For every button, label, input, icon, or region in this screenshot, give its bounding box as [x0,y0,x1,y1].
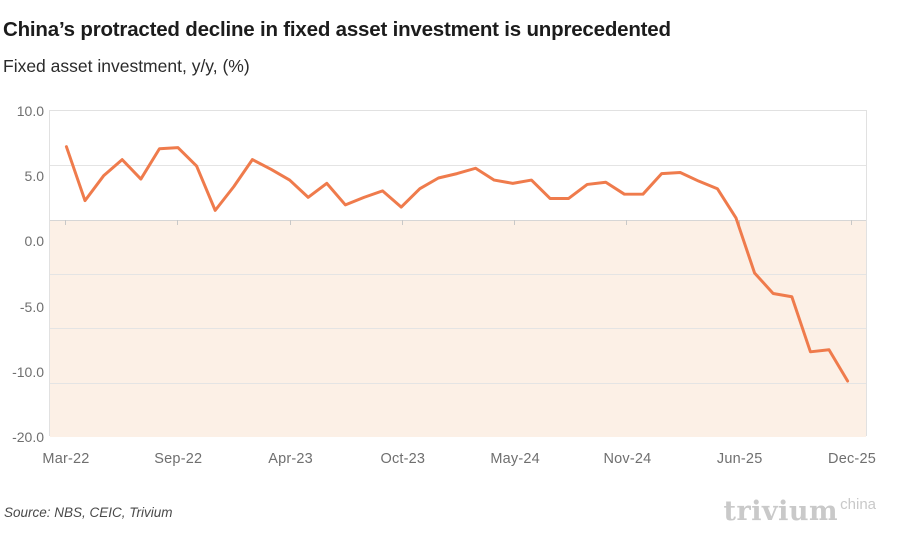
x-axis-tick [289,219,291,225]
x-axis-tick [514,219,516,225]
x-axis-label: Jun-25 [716,451,763,467]
x-axis-label: Sep-22 [154,451,203,467]
trivium-logo: trivium china [724,496,876,527]
x-axis-label: Apr-23 [268,451,313,467]
series-line-svg [64,145,850,383]
gridline [50,382,866,384]
x-axis-tick [738,219,740,225]
x-axis-label: May-24 [490,451,540,467]
gridline [50,328,866,330]
negative-region-shade [50,219,866,437]
x-axis-tick [65,219,66,225]
logo-superscript: china [840,496,876,513]
gridline [50,165,866,167]
y-axis-label: -10.0 [12,363,44,380]
source-note: Source: NBS, CEIC, Trivium [4,505,173,520]
x-axis-labels: Mar-22 Sep-22 Apr-23 Oct-23 May-24 Nov-24 Jun-… [42,451,875,469]
zero-gridline [50,219,866,221]
y-axis-label: -20.0 [12,429,44,445]
y-axis-label: 0.0 [24,233,44,250]
x-axis-label: Mar-22 [42,451,90,467]
y-axis-label: 10.0 [16,103,44,119]
x-axis-tick [401,219,403,225]
x-axis-tick [177,219,179,225]
gridline [50,274,866,275]
y-axis-label: 5.0 [24,168,44,185]
x-axis-label: Oct-23 [380,451,426,467]
chart-subtitle: Fixed asset investment, y/y, (%) [3,56,250,76]
y-axis-labels: 10.0 5.0 0.0 -5.0 -10.0 -20.0 [0,103,44,445]
chart-title: China’s protracted decline in fixed asse… [3,18,671,41]
x-axis-tick [626,219,628,225]
plot-area [49,110,867,437]
x-axis-label: Nov-24 [603,451,652,467]
fixed-asset-investment-line [64,145,850,383]
y-axis-label: -5.0 [19,298,44,315]
x-axis-label: Dec-25 [828,451,876,467]
x-axis-tick [851,219,852,225]
logo-wordmark: trivium [723,496,839,527]
